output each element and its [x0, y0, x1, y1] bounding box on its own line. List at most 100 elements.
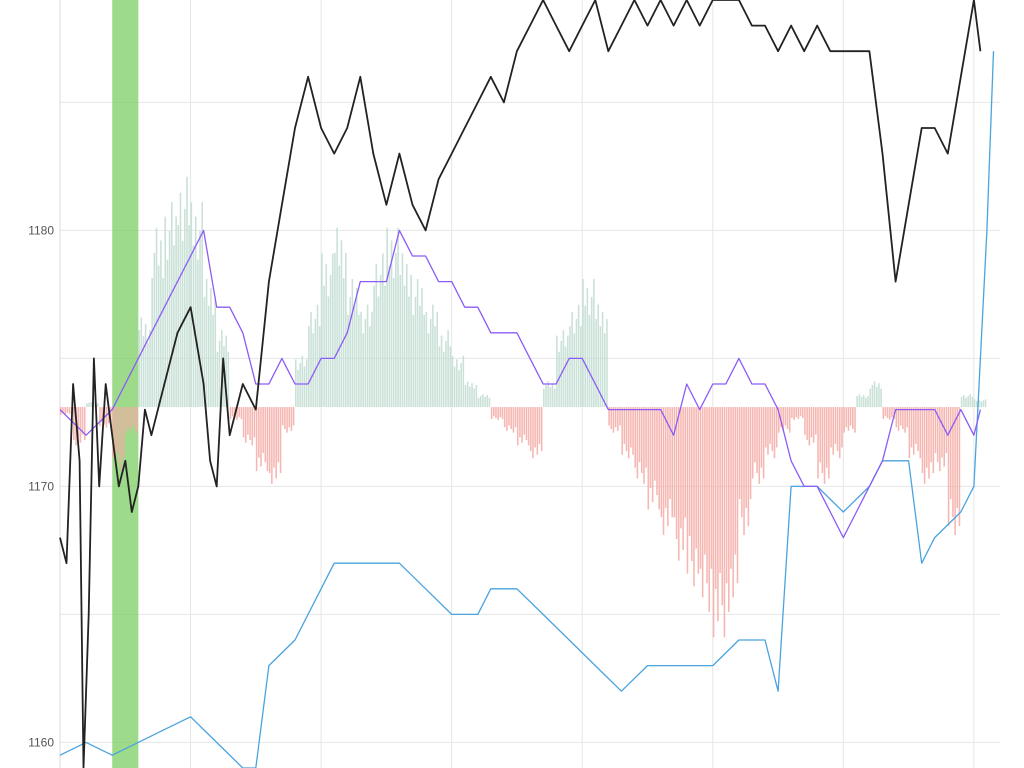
histogram-bar-negative [808, 407, 811, 446]
histogram-bar-negative [530, 407, 532, 452]
histogram-bar-positive [414, 296, 417, 408]
histogram-bar-positive [880, 388, 882, 408]
histogram-bar-positive [329, 274, 332, 408]
histogram-bar-negative [608, 407, 610, 426]
histogram-bar-positive [460, 363, 462, 408]
histogram-bar-negative [288, 407, 291, 428]
histogram-bar-positive [345, 252, 347, 408]
histogram-bar-positive [368, 326, 371, 408]
histogram-bar-negative [656, 407, 658, 496]
histogram-bar-positive [590, 296, 593, 408]
histogram-bar-positive [484, 396, 486, 408]
histogram-bar-positive [482, 394, 484, 408]
histogram-bar-positive [438, 346, 441, 408]
histogram-bar-negative [780, 407, 782, 428]
histogram-bar-negative [910, 407, 913, 448]
histogram-bar-negative [262, 407, 264, 454]
histogram-bar-positive [295, 359, 297, 408]
histogram-bar-positive [432, 304, 434, 408]
histogram-bar-positive [299, 363, 301, 408]
histogram-bar-negative [751, 407, 754, 479]
histogram-bar-negative [684, 407, 687, 518]
histogram-bar-positive [379, 274, 382, 408]
histogram-bar-negative [519, 407, 521, 438]
histogram-bar-positive [978, 399, 980, 408]
histogram-bar-positive [582, 279, 584, 408]
histogram-bar-positive [401, 253, 404, 408]
histogram-bar-positive [149, 329, 151, 408]
histogram-bar-negative [952, 407, 954, 518]
histogram-bar-positive [399, 274, 402, 408]
histogram-bar-positive [588, 314, 591, 408]
histogram-bar-negative [490, 407, 493, 419]
histogram-bar-negative [645, 407, 647, 468]
histogram-bar-negative [956, 407, 959, 509]
histogram-bar-negative [271, 407, 273, 484]
histogram-bar-negative [247, 407, 249, 435]
histogram-bar-negative [741, 407, 743, 518]
histogram-bar-positive [471, 383, 473, 408]
histogram-bar-negative [836, 407, 839, 452]
histogram-bar-negative [534, 407, 536, 448]
horizontal-gridlines [59, 0, 1000, 768]
histogram-bar-positive [442, 351, 445, 408]
histogram-bar-negative [708, 407, 711, 612]
histogram-bar-negative [649, 407, 652, 488]
histogram-bar-positive [434, 326, 436, 408]
histogram-bar-positive [858, 394, 861, 408]
histogram-bar-negative [658, 407, 660, 510]
histogram-bar-positive [173, 245, 175, 408]
histogram-bar-negative [680, 407, 682, 529]
histogram-bar-positive [366, 304, 369, 408]
histogram-bar-positive [421, 288, 423, 408]
histogram-bar-positive [458, 370, 460, 408]
histogram-bar-positive [96, 403, 99, 408]
histogram-bar-negative [499, 407, 502, 418]
histogram-bar-negative [290, 407, 293, 431]
histogram-bar-positive [971, 396, 974, 408]
histogram-bar-negative [506, 407, 508, 431]
histogram-bar-positive [316, 304, 319, 408]
histogram-bar-negative [899, 407, 902, 426]
histogram-bar-negative [686, 407, 689, 574]
histogram-bar-positive [170, 202, 173, 408]
histogram-bar-negative [945, 407, 948, 454]
histogram-bar-positive [453, 366, 456, 408]
histogram-bar-negative [699, 407, 702, 569]
histogram-bar-negative [732, 407, 734, 598]
histogram-bar-positive [553, 388, 556, 408]
histogram-bar-negative [815, 407, 817, 435]
histogram-bar-negative [77, 407, 79, 438]
histogram-bar-positive [312, 333, 314, 408]
histogram-bar-positive [199, 230, 201, 408]
histogram-bar-negative [939, 407, 941, 472]
histogram-bar-positive [466, 381, 469, 408]
histogram-bar-positive [405, 264, 408, 408]
histogram-bar-positive [351, 279, 354, 408]
histogram-bar-negative [610, 407, 613, 430]
histogram-bar-negative [882, 407, 885, 419]
histogram-bar-negative [258, 407, 260, 458]
histogram-bar-negative [510, 407, 512, 430]
histogram-bar-positive [138, 329, 140, 408]
histogram-bar-negative [912, 407, 915, 455]
histogram-bar-negative [782, 407, 784, 431]
histogram-bar-negative [638, 407, 641, 463]
histogram-bar-positive [331, 253, 334, 408]
histogram-bar-negative [110, 407, 112, 427]
histogram-bar-positive [860, 396, 863, 408]
histogram-bar-negative [778, 407, 780, 433]
histogram-bar-negative [736, 407, 739, 584]
histogram-bar-positive [551, 383, 554, 408]
histogram-bar-positive [545, 385, 547, 408]
histogram-bar-positive [477, 397, 480, 408]
histogram-bar-negative [804, 407, 806, 435]
histogram-bar-negative [116, 407, 119, 454]
histogram-bar-negative [636, 407, 639, 479]
histogram-bar-negative [773, 407, 776, 459]
histogram-bar-positive [556, 335, 558, 408]
histogram-bar-negative [62, 407, 64, 414]
histogram-bar-negative [930, 407, 932, 463]
histogram-bar-negative [540, 407, 543, 452]
histogram-bar-positive [210, 288, 212, 408]
